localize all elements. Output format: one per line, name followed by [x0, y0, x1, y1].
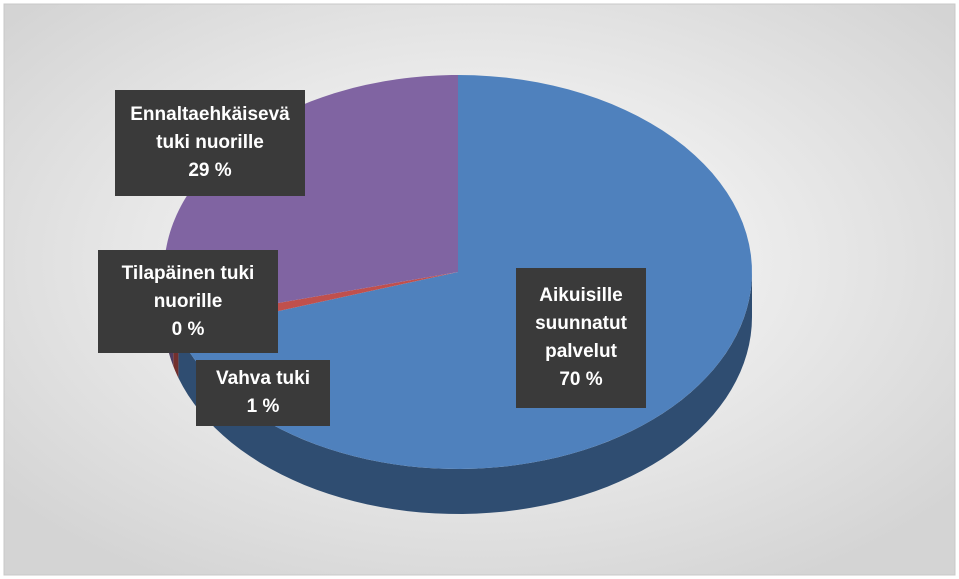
data-label: Vahva tuki 1 % — [196, 360, 330, 426]
value-label: 29 % — [188, 160, 232, 181]
value-label: 0 % — [171, 318, 205, 340]
category-label: Aikuisille suunnatut palvelut — [535, 285, 627, 362]
category-label: Ennaltaehkäisevä tuki nuorille — [130, 104, 290, 153]
data-label-box: Ennaltaehkäisevä tuki nuorille 29 % — [115, 90, 305, 196]
category-label: Tilapäinen tuki nuorille — [121, 262, 255, 312]
data-label: Tilapäinen tuki nuorille 0 % — [98, 250, 278, 353]
data-label: Ennaltaehkäisevä tuki nuorille 29 % — [115, 90, 305, 196]
data-label: Aikuisille suunnatut palvelut 70 % — [516, 268, 646, 408]
slice-side — [178, 272, 752, 514]
data-label-box: Vahva tuki 1 % — [196, 360, 330, 426]
data-label-box: Tilapäinen tuki nuorille 0 % — [98, 250, 278, 353]
value-label: 1 % — [246, 396, 280, 417]
data-label-box: Aikuisille suunnatut palvelut 70 % — [516, 268, 646, 408]
value-label: 70 % — [559, 369, 603, 390]
category-label: Vahva tuki — [216, 368, 310, 389]
